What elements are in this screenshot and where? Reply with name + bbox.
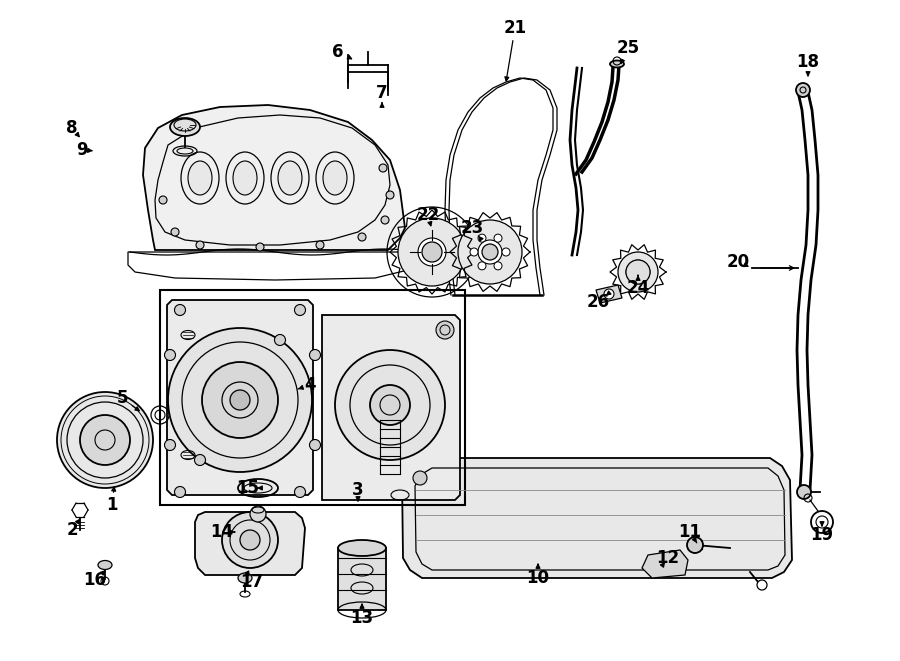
Circle shape <box>310 350 320 360</box>
Text: 25: 25 <box>616 39 640 57</box>
Circle shape <box>618 252 658 292</box>
Text: 22: 22 <box>417 206 439 224</box>
Circle shape <box>294 486 305 498</box>
Text: 1: 1 <box>106 496 118 514</box>
Text: 5: 5 <box>116 389 128 407</box>
Circle shape <box>222 512 278 568</box>
Circle shape <box>398 218 466 286</box>
Circle shape <box>165 350 176 360</box>
Text: 12: 12 <box>656 549 680 567</box>
Circle shape <box>470 248 478 256</box>
Ellipse shape <box>338 540 386 556</box>
Text: 19: 19 <box>810 526 833 544</box>
Circle shape <box>370 385 410 425</box>
Circle shape <box>194 455 205 465</box>
Text: 11: 11 <box>679 523 701 541</box>
Circle shape <box>175 305 185 315</box>
Circle shape <box>757 580 767 590</box>
Circle shape <box>458 220 522 284</box>
Ellipse shape <box>233 161 257 195</box>
Circle shape <box>159 196 167 204</box>
Polygon shape <box>642 550 688 578</box>
Text: 26: 26 <box>587 293 609 311</box>
Circle shape <box>316 241 324 249</box>
Circle shape <box>57 392 153 488</box>
Text: 20: 20 <box>726 253 750 271</box>
Circle shape <box>494 262 502 270</box>
Text: 8: 8 <box>67 119 77 137</box>
Text: 2: 2 <box>67 521 77 539</box>
Ellipse shape <box>238 573 252 583</box>
Circle shape <box>381 216 389 224</box>
Ellipse shape <box>188 161 212 195</box>
Text: 21: 21 <box>503 19 526 37</box>
Text: 15: 15 <box>237 479 259 497</box>
Text: 16: 16 <box>84 571 106 589</box>
Ellipse shape <box>170 118 200 136</box>
Polygon shape <box>195 512 305 575</box>
Circle shape <box>165 440 176 451</box>
Circle shape <box>418 238 446 266</box>
Polygon shape <box>402 458 792 578</box>
Text: 10: 10 <box>526 569 550 587</box>
Circle shape <box>626 260 650 284</box>
Circle shape <box>310 440 320 451</box>
Circle shape <box>482 244 498 260</box>
Circle shape <box>335 350 445 460</box>
Text: 6: 6 <box>332 43 344 61</box>
Circle shape <box>413 471 427 485</box>
Circle shape <box>230 390 250 410</box>
Circle shape <box>604 289 614 299</box>
Circle shape <box>502 248 510 256</box>
Circle shape <box>175 486 185 498</box>
Ellipse shape <box>323 161 347 195</box>
Circle shape <box>202 362 278 438</box>
Circle shape <box>171 228 179 236</box>
Circle shape <box>256 243 264 251</box>
Ellipse shape <box>98 561 112 570</box>
Circle shape <box>294 305 305 315</box>
Text: 13: 13 <box>350 609 374 627</box>
Circle shape <box>796 83 810 97</box>
Ellipse shape <box>278 161 302 195</box>
Circle shape <box>494 234 502 242</box>
Circle shape <box>386 191 394 199</box>
Text: 4: 4 <box>304 376 316 394</box>
Polygon shape <box>322 315 460 500</box>
Circle shape <box>687 537 703 553</box>
Ellipse shape <box>610 61 624 67</box>
Text: 14: 14 <box>211 523 234 541</box>
Circle shape <box>478 234 486 242</box>
Text: 17: 17 <box>240 573 264 591</box>
Text: 23: 23 <box>461 219 483 237</box>
Polygon shape <box>338 548 386 610</box>
Circle shape <box>250 506 266 522</box>
Circle shape <box>797 485 811 499</box>
Text: 7: 7 <box>376 84 388 102</box>
Circle shape <box>168 328 312 472</box>
Text: 3: 3 <box>352 481 364 499</box>
Polygon shape <box>167 300 313 495</box>
Circle shape <box>422 242 442 262</box>
Text: 18: 18 <box>796 53 820 71</box>
Circle shape <box>379 164 387 172</box>
Polygon shape <box>596 285 622 303</box>
Circle shape <box>478 262 486 270</box>
Circle shape <box>196 241 204 249</box>
Circle shape <box>436 321 454 339</box>
Circle shape <box>630 264 646 280</box>
Circle shape <box>240 530 260 550</box>
Text: 24: 24 <box>626 279 650 297</box>
Circle shape <box>274 334 285 346</box>
Circle shape <box>478 240 502 264</box>
Circle shape <box>358 233 366 241</box>
Circle shape <box>80 415 130 465</box>
Polygon shape <box>143 105 405 250</box>
Text: 9: 9 <box>76 141 88 159</box>
Circle shape <box>626 260 650 284</box>
